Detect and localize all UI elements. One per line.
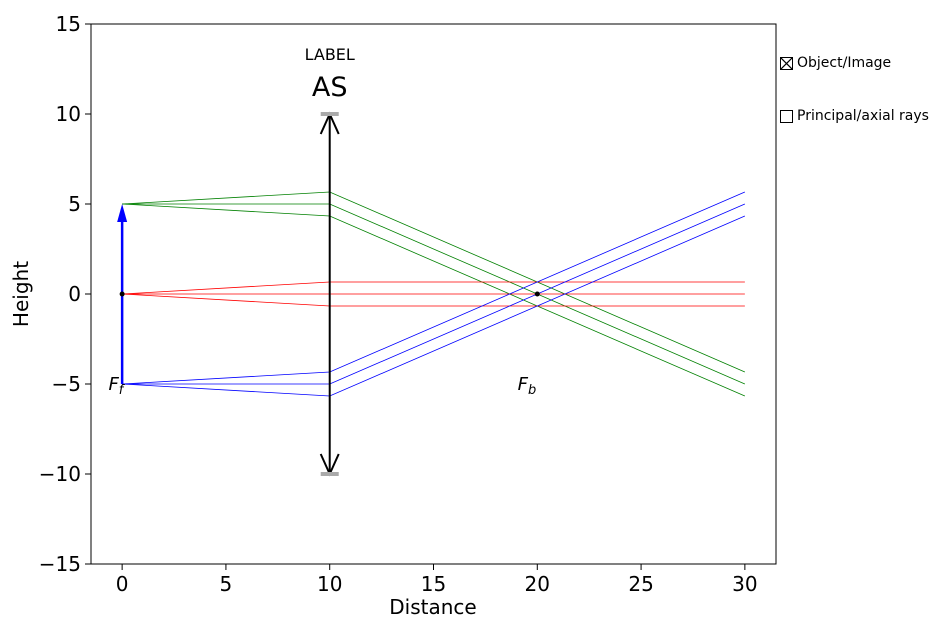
- object-arrowhead: [117, 204, 128, 222]
- x-tick-label: 25: [628, 572, 653, 596]
- legend-item-principal-axial-rays[interactable]: Principal/axial rays: [780, 103, 950, 129]
- x-tick-label: 20: [525, 572, 550, 596]
- y-axis-title: Height: [9, 261, 33, 327]
- x-axis-ticks: 0 5 10 15 20 25 30: [116, 564, 758, 596]
- stop-label: LABEL: [305, 45, 355, 64]
- focal-point-F_b: [534, 291, 540, 297]
- x-tick-label: 15: [421, 572, 446, 596]
- x-tick-label: 30: [732, 572, 757, 596]
- y-tick-label: −10: [39, 462, 81, 486]
- checkbox-object-image[interactable]: [780, 56, 793, 70]
- legend-item-object-image[interactable]: Object/Image: [780, 50, 950, 76]
- y-tick-label: −5: [52, 372, 81, 396]
- object-arrow-group: [117, 204, 128, 384]
- y-tick-label: 15: [56, 12, 81, 36]
- focal-label-F_f: Ff: [108, 374, 125, 398]
- stop-name: AS: [312, 72, 348, 103]
- x-tick-label: 0: [116, 572, 129, 596]
- checkbox-principal-axial-rays[interactable]: [780, 109, 793, 123]
- legend-label-principal-axial-rays: Principal/axial rays: [797, 108, 929, 124]
- focal-point-F_f: [119, 291, 125, 297]
- y-axis-ticks: −15 −10 −5 0 5 10 15: [39, 12, 91, 576]
- x-tick-label: 5: [220, 572, 233, 596]
- y-tick-label: 10: [56, 102, 81, 126]
- y-tick-label: −15: [39, 552, 81, 576]
- x-axis-title: Distance: [389, 595, 476, 619]
- y-tick-label: 5: [68, 192, 81, 216]
- checkbox-cross-icon: [781, 57, 792, 69]
- focal-points-group: Ff Fb: [108, 291, 540, 398]
- x-tick-label: 10: [317, 572, 342, 596]
- focal-label-F_b: Fb: [518, 374, 537, 398]
- y-tick-label: 0: [68, 282, 81, 306]
- legend-label-object-image: Object/Image: [797, 55, 892, 71]
- lens-group: LABEL AS: [305, 45, 355, 477]
- legend: Object/Image Principal/axial rays: [780, 50, 950, 156]
